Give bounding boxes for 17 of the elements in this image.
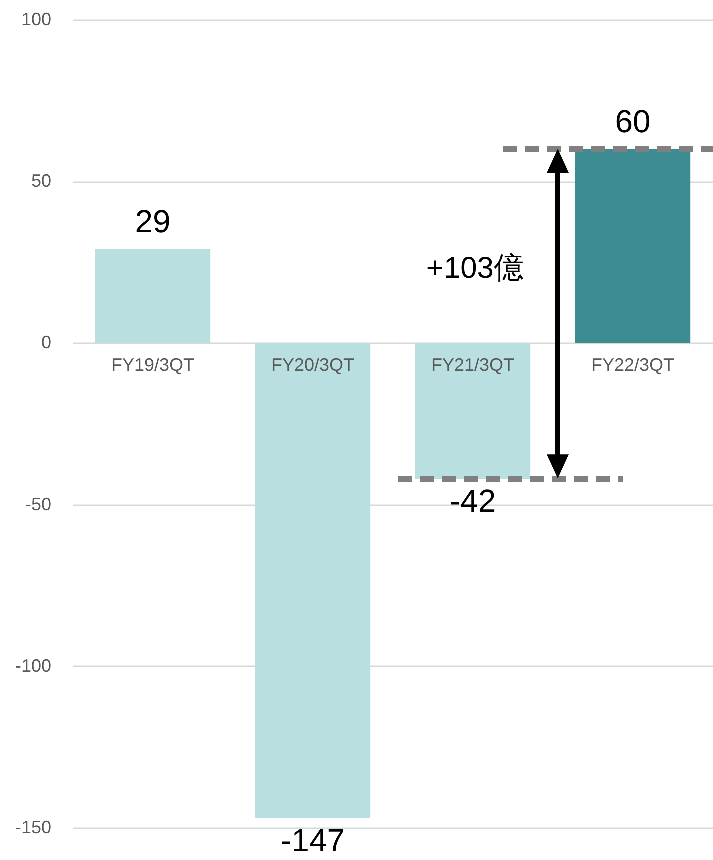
data-label: 29 [135,203,171,240]
y-tick-label: -150 [15,818,52,838]
x-tick-label: FY20/3QT [271,355,355,376]
bar [255,343,371,818]
y-tick-label: 100 [21,10,52,30]
y-tick-label: 0 [41,332,52,353]
data-label: -42 [450,482,496,519]
y-tick-label: 50 [31,171,52,192]
data-label: -147 [280,822,346,858]
y-tick-label: -50 [25,494,52,514]
data-label: 60 [615,103,651,140]
x-tick-label: FY22/3QT [591,355,675,376]
x-tick-label: FY19/3QT [111,355,195,376]
bar [95,249,211,344]
x-tick-label: FY21/3QT [431,355,515,376]
y-tick-label: -100 [15,656,52,676]
annotation: +103億 [426,251,524,288]
